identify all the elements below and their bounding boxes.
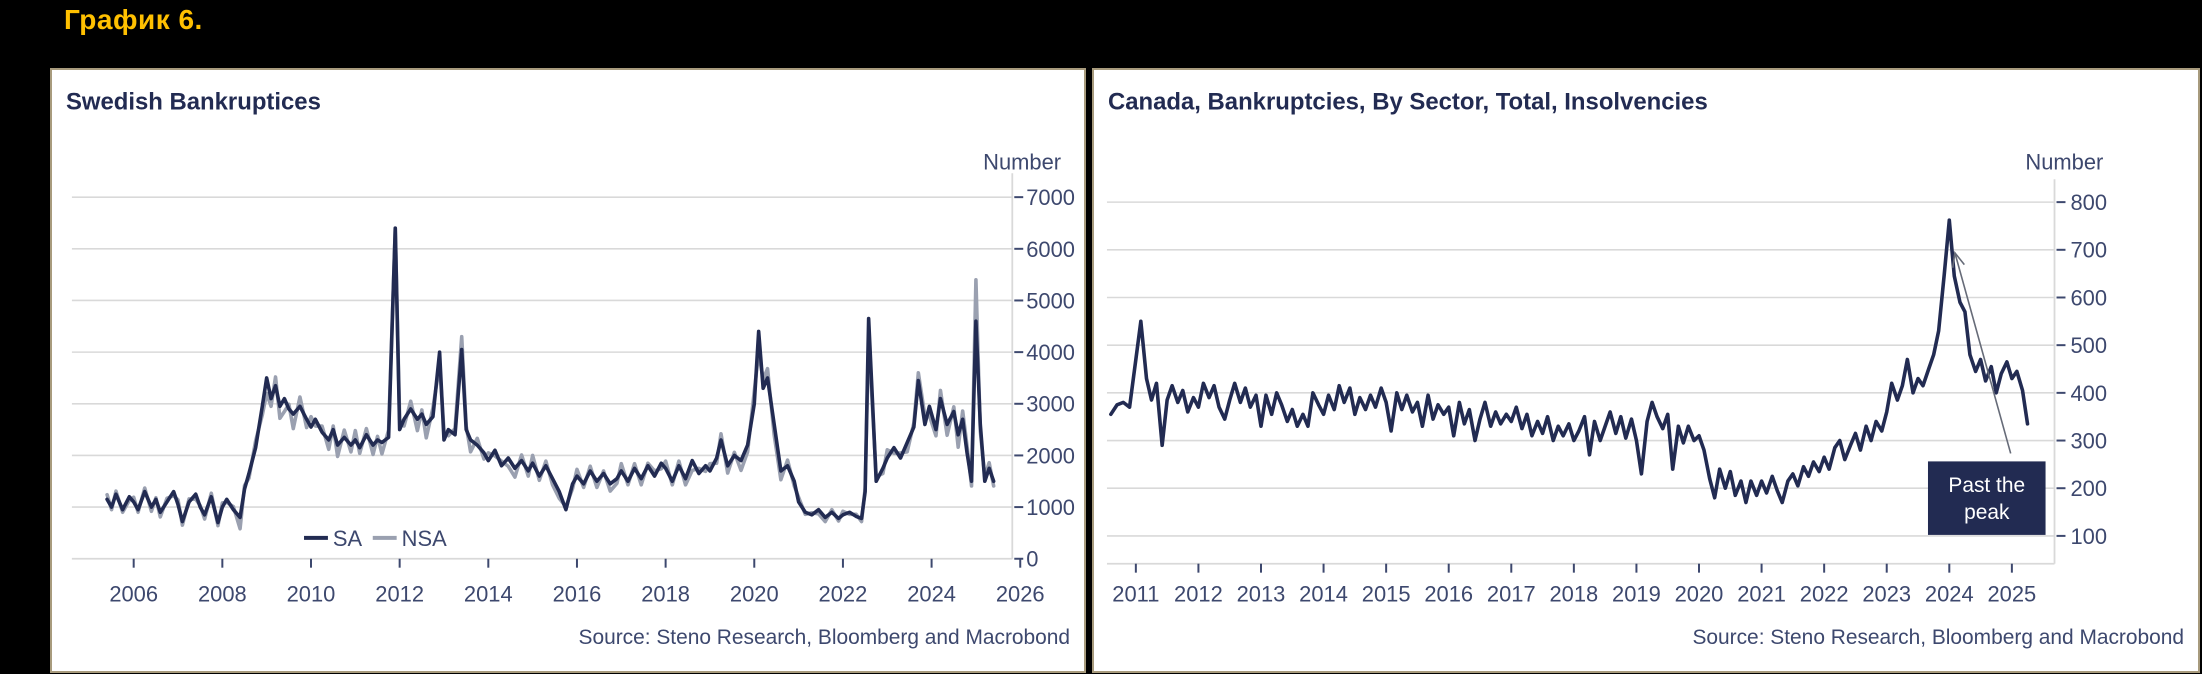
annotation-text: peak <box>1964 501 2010 524</box>
y-tick-label: 3000 <box>1026 392 1075 417</box>
x-tick-label: 2018 <box>1549 581 1598 606</box>
x-tick-label: 2011 <box>1112 581 1159 606</box>
chart-panel-sweden: 0 1000 2000 3000 4000 5000 6000 7000 2006 2008 201… <box>50 68 1086 673</box>
y-tick-label: 6000 <box>1026 237 1075 262</box>
y-axis-unit-label: Number <box>2025 149 2103 174</box>
x-tick-label: 2008 <box>198 581 247 606</box>
annotation-arrow <box>1954 252 2012 454</box>
annotation-arrowhead <box>1951 250 1965 268</box>
x-tick-label: 2022 <box>1800 581 1849 606</box>
y-tick-label: 700 <box>2070 238 2107 263</box>
sweden-bankruptcies-chart: 0 1000 2000 3000 4000 5000 6000 7000 2006 2008 201… <box>66 89 1075 649</box>
series-line-nsa <box>105 226 996 531</box>
chart-title: Swedish Bankruptices <box>66 89 321 116</box>
x-tick-label: 2010 <box>287 581 336 606</box>
source-note: Source: Steno Research, Bloomberg and Ma… <box>1692 626 2184 649</box>
page-title: График 6. <box>64 4 203 35</box>
x-tick-label: 2013 <box>1237 581 1286 606</box>
canada-bankruptcies-chart: 100 200 300 400 500 600 700 800 2011 2012 2013 2014… <box>1106 89 2184 649</box>
x-tick-label: 2024 <box>907 581 956 606</box>
x-tick-label: 2017 <box>1487 581 1536 606</box>
y-tick-label: 2000 <box>1026 443 1075 468</box>
chart-title: Canada, Bankruptcies, By Sector, Total, … <box>1108 89 1708 116</box>
x-tick-label: 2006 <box>109 581 158 606</box>
chart-panel-canada: 100 200 300 400 500 600 700 800 2011 2012 2013 2014… <box>1092 68 2200 673</box>
x-tick-label: 2014 <box>1299 581 1348 606</box>
source-note: Source: Steno Research, Bloomberg and Ma… <box>579 626 1071 649</box>
x-tick-label: 2019 <box>1612 581 1661 606</box>
x-tick-label: 2022 <box>819 581 868 606</box>
x-tick-label: 2024 <box>1925 581 1974 606</box>
y-tick-label: 4000 <box>1026 340 1075 365</box>
legend-swatch-nsa <box>372 535 397 540</box>
legend-swatch-sa <box>304 535 328 540</box>
series-line-total-insolvencies <box>1109 218 2030 505</box>
y-tick-label: 300 <box>2070 429 2107 454</box>
x-tick-label: 2026 <box>996 581 1045 606</box>
x-tick-label: 2012 <box>375 581 424 606</box>
x-tick-label: 2014 <box>464 581 513 606</box>
x-tick-label: 2016 <box>553 581 602 606</box>
y-tick-label: 5000 <box>1026 288 1075 313</box>
x-tick-label: 2016 <box>1424 581 1473 606</box>
x-tick-label: 2020 <box>1675 581 1724 606</box>
x-tick-label: 2012 <box>1174 581 1223 606</box>
x-tick-label: 2018 <box>641 581 690 606</box>
annotation-box <box>1927 461 2046 535</box>
x-tick-label: 2025 <box>1988 581 2037 606</box>
y-tick-label: 800 <box>2070 190 2107 215</box>
x-tick-label: 2021 <box>1737 581 1786 606</box>
legend-label-nsa: NSA <box>402 526 447 551</box>
y-tick-label: 500 <box>2070 333 2107 358</box>
x-tick-label: 2023 <box>1862 581 1911 606</box>
legend-label-sa: SA <box>333 526 363 551</box>
y-tick-label: 400 <box>2070 381 2107 406</box>
y-tick-label: 7000 <box>1026 185 1075 210</box>
x-tick-label: 2020 <box>730 581 779 606</box>
y-tick-label: 100 <box>2070 524 2107 549</box>
series-line-sa <box>105 226 996 525</box>
y-tick-label: 600 <box>2070 285 2107 310</box>
y-tick-label: 200 <box>2070 476 2107 501</box>
annotation-text: Past the <box>1948 474 2025 497</box>
x-tick-label: 2015 <box>1362 581 1411 606</box>
y-tick-label: 0 <box>1026 547 1038 572</box>
y-axis-unit-label: Number <box>983 149 1061 174</box>
y-tick-label: 1000 <box>1026 495 1075 520</box>
